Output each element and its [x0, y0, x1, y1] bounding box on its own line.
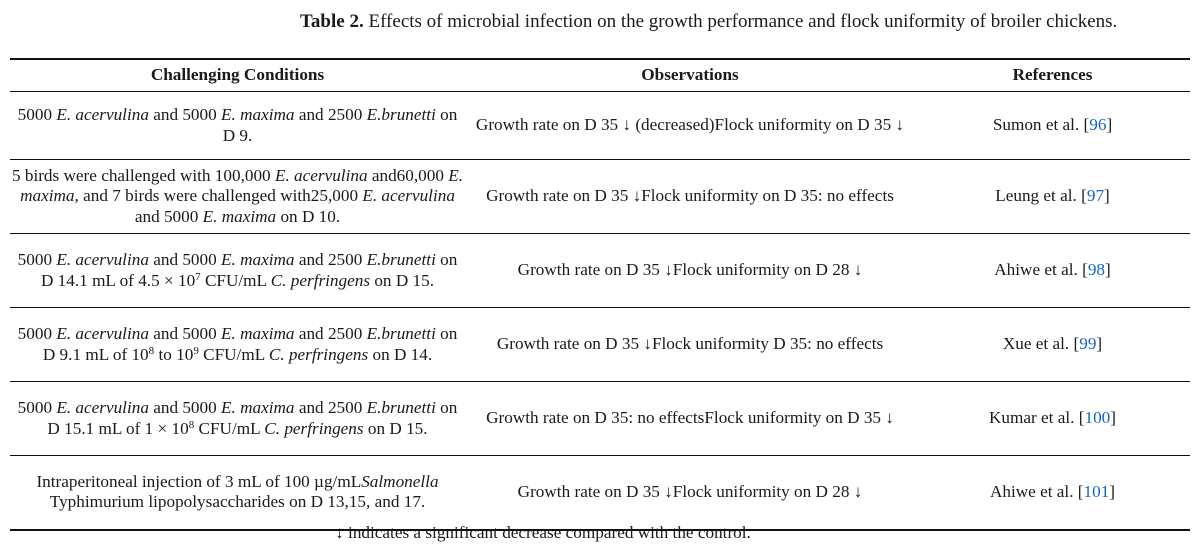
cell-reference: Ahiwe et al. [101]: [915, 455, 1190, 531]
condition-line: 25,000 E. acervulina and 5000 E. maxima …: [134, 186, 455, 226]
reference-link[interactable]: 98: [1087, 260, 1105, 280]
cell-reference: Leung et al. [97]: [915, 159, 1190, 234]
header-observations: Observations: [465, 58, 915, 92]
observation-line: Growth rate on D 35: no effects: [486, 408, 705, 428]
reference-author: Leung et al. [: [995, 186, 1087, 206]
data-table: Challenging Conditions Observations Refe…: [10, 58, 1190, 531]
table-row: 5 birds were challenged with 100,000 E. …: [10, 159, 1190, 234]
condition-line: 5 birds were challenged with 100,000 E. …: [11, 165, 397, 185]
table-row: 5000 E. acervulina and 5000 E. maxima an…: [10, 307, 1190, 382]
condition-line: brunetti on D 9.: [42, 324, 458, 364]
cell-reference: Kumar et al. [100]: [915, 381, 1190, 456]
reference-link[interactable]: 101: [1083, 482, 1110, 501]
cell-conditions: 5 birds were challenged with 100,000 E. …: [10, 159, 465, 234]
condition-line: Salmonella Typhimurium lipopolysaccharid…: [49, 471, 439, 512]
reference-author: Ahiwe et al. [: [989, 482, 1084, 501]
header-row: Challenging Conditions Observations Refe…: [10, 58, 1190, 92]
cell-conditions: Intraperitoneal injection of 3 mL of 100…: [10, 455, 465, 531]
reference-link[interactable]: 97: [1086, 186, 1105, 206]
condition-line: Intraperitoneal injection of 3 mL of 100…: [36, 471, 362, 491]
reference-link[interactable]: 100: [1084, 408, 1111, 428]
condition-line: 1 mL of 1 × 108 CFU/mL C. perfringens on…: [85, 418, 428, 438]
cell-observations: Growth rate on D 35 ↓Flock uniformity on…: [465, 159, 915, 234]
reference-bracket: ]: [1105, 260, 1111, 280]
table-row: Intraperitoneal injection of 3 mL of 100…: [10, 455, 1190, 531]
reference-author: Sumon et al. [: [992, 115, 1090, 135]
condition-line: brunetti on D 15.: [47, 398, 458, 438]
table-row: 5000 E. acervulina and 5000 E. maxima an…: [10, 381, 1190, 456]
observation-line: Flock uniformity on D 35 ↓: [704, 408, 894, 428]
table-caption-text: Effects of microbial infection on the gr…: [368, 11, 1118, 32]
cell-observations: Growth rate on D 35: no effectsFlock uni…: [465, 381, 915, 456]
table-label: Table 2.: [300, 11, 364, 32]
condition-line: 15, and 17.: [348, 492, 426, 512]
reference-author: Kumar et al. [: [989, 408, 1085, 428]
condition-line: 5000 E. acervulina and 5000 E. maxima an…: [17, 105, 382, 124]
observation-line: Flock uniformity D 35: no effects: [651, 334, 884, 354]
table-footnote: ↓ indicates a significant decrease compa…: [335, 523, 751, 542]
reference-bracket: ]: [1104, 186, 1110, 206]
cell-reference: Sumon et al. [96]: [915, 91, 1190, 160]
cell-conditions: 5000 E. acervulina and 5000 E. maxima an…: [10, 91, 465, 160]
header-references: References: [915, 58, 1190, 92]
reference-link[interactable]: 96: [1089, 115, 1107, 135]
cell-observations: Growth rate on D 35 ↓ (decreased)Flock u…: [465, 91, 915, 160]
reference-bracket: ]: [1110, 408, 1116, 428]
observation-line: Growth rate on D 35 ↓: [486, 186, 642, 206]
observation-line: Flock uniformity on D 35 ↓: [714, 115, 905, 135]
cell-conditions: 5000 E. acervulina and 5000 E. maxima an…: [10, 307, 465, 382]
reference-link[interactable]: 99: [1079, 334, 1097, 354]
table-caption: Table 2. Effects of microbial infection …: [300, 10, 1188, 34]
condition-line: 60,000 E. maxima, and 7 birds were chall…: [20, 165, 464, 206]
condition-line: 1 mL of 4.5 × 107 CFU/mL C. perfringens …: [79, 270, 435, 290]
cell-reference: Xue et al. [99]: [915, 307, 1190, 382]
observation-line: Growth rate on D 35 ↓: [517, 482, 673, 501]
reference-bracket: ]: [1109, 482, 1116, 501]
condition-line: 5000 E. acervulina and 5000 E. maxima an…: [17, 324, 382, 343]
observation-line: Growth rate on D 35 ↓: [517, 260, 673, 280]
table-row: 5000 E. acervulina and 5000 E. maxima an…: [10, 91, 1190, 160]
reference-bracket: ]: [1096, 334, 1103, 354]
observation-line: Flock uniformity on D 28 ↓: [672, 260, 863, 280]
cell-reference: Ahiwe et al. [98]: [915, 233, 1190, 308]
cell-observations: Growth rate on D 35 ↓Flock uniformity D …: [465, 307, 915, 382]
cell-conditions: 5000 E. acervulina and 5000 E. maxima an…: [10, 381, 465, 456]
cell-observations: Growth rate on D 35 ↓Flock uniformity on…: [465, 455, 915, 531]
reference-bracket: ]: [1106, 115, 1113, 135]
cell-conditions: 5000 E. acervulina and 5000 E. maxima an…: [10, 233, 465, 308]
cell-observations: Growth rate on D 35 ↓Flock uniformity on…: [465, 233, 915, 308]
condition-line: brunetti on D 14.: [40, 250, 458, 290]
observation-line: Growth rate on D 35 ↓ (decreased): [475, 115, 715, 135]
observation-line: Flock uniformity on D 35: no effects: [641, 186, 894, 206]
observation-line: Flock uniformity on D 28 ↓: [672, 482, 863, 501]
condition-line: 1 mL of 108 to 109 CFU/mL C. perfringens…: [72, 344, 433, 364]
table-row: 5000 E. acervulina and 5000 E. maxima an…: [10, 233, 1190, 308]
condition-line: 5000 E. acervulina and 5000 E. maxima an…: [17, 398, 382, 417]
condition-line: 5000 E. acervulina and 5000 E. maxima an…: [17, 250, 382, 269]
observation-line: Growth rate on D 35 ↓: [496, 334, 652, 354]
header-conditions: Challenging Conditions: [10, 58, 465, 92]
condition-line: brunetti on D 9.: [222, 105, 458, 145]
reference-author: Xue et al. [: [1002, 334, 1080, 354]
reference-author: Ahiwe et al. [: [994, 260, 1088, 280]
